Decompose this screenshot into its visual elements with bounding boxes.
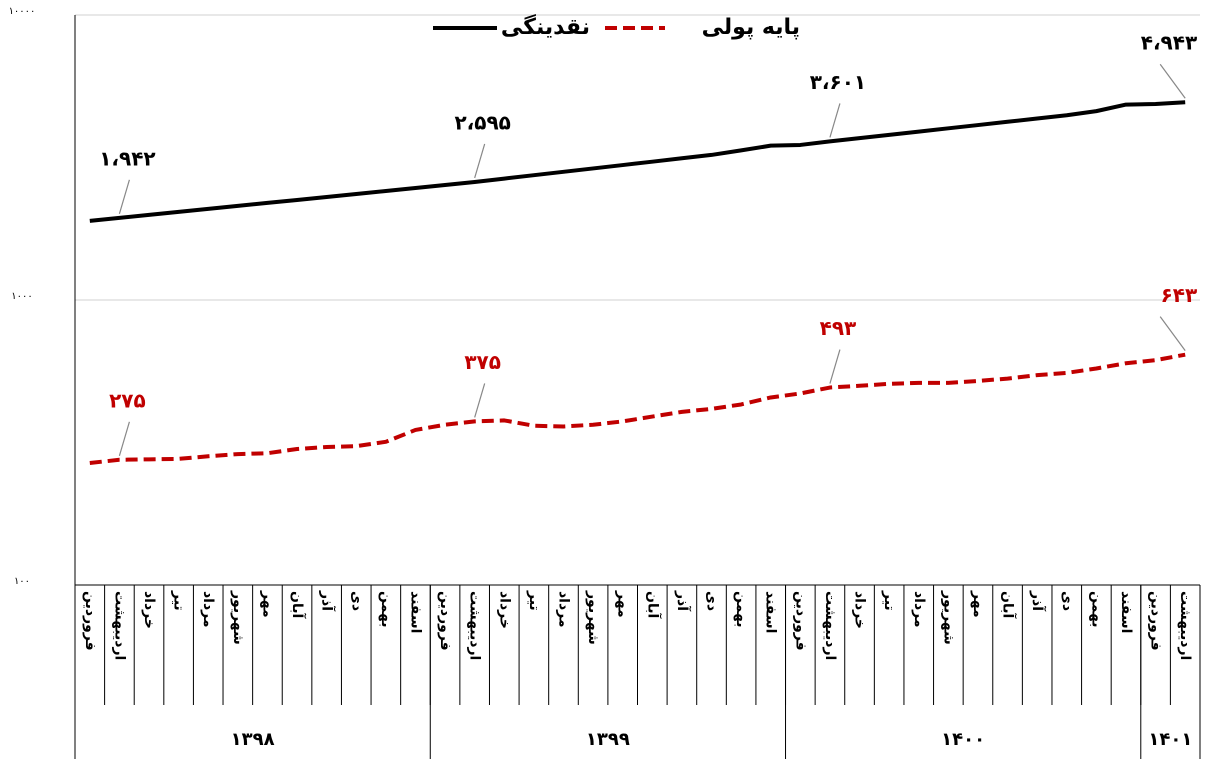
x-tick-label: فروردین xyxy=(1148,591,1164,651)
leader-line xyxy=(829,103,841,138)
series-line xyxy=(89,100,1186,223)
x-tick-label: فروردین xyxy=(792,591,808,651)
x-tick-label: بهمن xyxy=(733,591,749,627)
x-tick-label: اردیبهشت xyxy=(1177,591,1193,660)
x-tick-label: مهر xyxy=(615,590,631,618)
x-tick-label: بهمن xyxy=(1088,591,1104,627)
x-tick-label: اسفند xyxy=(407,591,423,633)
data-label: ۲،۵۹۵ xyxy=(454,110,510,134)
leader-line xyxy=(829,349,841,384)
series-line xyxy=(89,352,1186,465)
legend-label: پایه پولی xyxy=(702,15,800,40)
x-tick-label: آبان xyxy=(644,591,662,619)
group-label: ۱۴۰۱ xyxy=(1148,729,1192,750)
data-label: ۶۴۳ xyxy=(1161,283,1198,307)
x-tick-label: تیر xyxy=(526,590,542,611)
x-tick-label: تیر xyxy=(171,590,187,611)
group-label: ۱۴۰۰ xyxy=(941,729,985,750)
x-tick-label: مرداد xyxy=(555,591,571,628)
y-tick-label: ۱۰۰ xyxy=(14,576,30,587)
leader-line xyxy=(1159,63,1186,99)
data-label: ۱،۹۴۲ xyxy=(99,146,155,170)
x-tick-label: اسفند xyxy=(1118,591,1134,633)
x-tick-label: مهر xyxy=(259,590,275,618)
leader-line xyxy=(118,179,130,215)
x-tick-label: اردیبهشت xyxy=(111,591,127,660)
data-label: ۲۷۵ xyxy=(109,388,146,412)
leader-line xyxy=(118,421,130,456)
data-label: ۴،۹۴۳ xyxy=(1141,31,1197,55)
x-tick-label: دی xyxy=(1059,591,1075,611)
x-tick-label: خرداد xyxy=(852,591,868,629)
x-tick-label: خرداد xyxy=(141,591,157,629)
x-tick-label: آذر xyxy=(319,590,337,612)
legend-label: نقدینگی xyxy=(501,13,590,40)
data-label: ۳۷۵ xyxy=(464,350,501,374)
y-tick-label: ۱۰۰۰۰ xyxy=(9,6,36,17)
leader-line xyxy=(474,143,486,179)
x-tick-label: شهریور xyxy=(230,590,246,645)
x-tick-label: فروردین xyxy=(437,591,453,651)
y-tick-label: ۱۰۰۰ xyxy=(11,291,32,302)
x-tick-label: فروردین xyxy=(82,591,98,651)
data-label: ۴۹۳ xyxy=(820,316,857,340)
x-tick-label: مرداد xyxy=(200,591,216,628)
x-tick-label: آبان xyxy=(1000,591,1018,619)
leader-line xyxy=(474,383,486,418)
x-tick-label: اردیبهشت xyxy=(822,591,838,660)
leader-line xyxy=(1159,316,1186,352)
group-label: ۱۳۹۸ xyxy=(231,729,275,750)
x-tick-label: مرداد xyxy=(911,591,927,628)
x-tick-label: شهریور xyxy=(940,590,956,645)
x-tick-label: تیر xyxy=(881,590,897,611)
x-tick-label: دی xyxy=(704,591,720,611)
x-tick-label: آذر xyxy=(674,590,692,612)
x-tick-label: خرداد xyxy=(496,591,512,629)
x-tick-label: مهر xyxy=(970,590,986,618)
group-label: ۱۳۹۹ xyxy=(586,729,630,750)
x-tick-label: شهریور xyxy=(585,590,601,645)
x-tick-label: بهمن xyxy=(378,591,394,627)
x-tick-label: اردیبهشت xyxy=(467,591,483,660)
x-tick-label: اسفند xyxy=(763,591,779,633)
x-tick-label: آذر xyxy=(1029,590,1047,612)
data-label: ۳،۶۰۱ xyxy=(810,70,866,94)
x-tick-label: دی xyxy=(348,591,364,611)
x-tick-label: آبان xyxy=(289,591,307,619)
